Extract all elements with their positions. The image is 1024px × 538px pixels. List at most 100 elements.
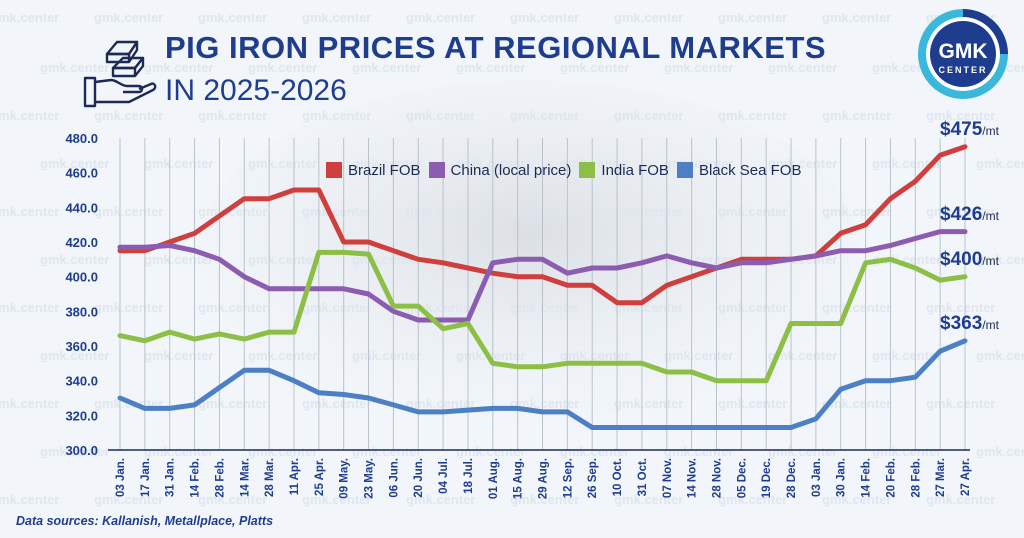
- watermark-text: gmk.center: [926, 396, 996, 411]
- series-line-china-local-price-: [117, 229, 968, 323]
- watermark-text: gmk.center: [560, 348, 630, 363]
- x-tick-label: 28 Feb.: [214, 458, 226, 498]
- x-tick-label: 12 Sep.: [562, 458, 574, 498]
- watermark-text: gmk.center: [926, 300, 996, 315]
- watermark-text: gmk.center: [302, 300, 372, 315]
- watermark-text: gmk.center: [456, 60, 526, 75]
- watermark-text: gmk.center: [872, 348, 942, 363]
- end-value-label: $426/mt: [940, 204, 999, 226]
- watermark-text: gmk.center: [456, 444, 526, 459]
- watermark-text: gmk.center: [510, 204, 580, 219]
- legend-label: Brazil FOB: [348, 161, 421, 179]
- x-tick-label: 29 Aug.: [538, 458, 550, 499]
- end-value-unit: /mt: [982, 123, 999, 138]
- watermark-text: gmk.center: [456, 252, 526, 267]
- watermark-text: gmk.center: [976, 348, 1024, 363]
- x-tick-label: 31 Jan.: [165, 458, 177, 497]
- series-line-black-sea-fob: [117, 338, 968, 430]
- watermark-text: gmk.center: [614, 492, 684, 507]
- legend-label: China (local price): [450, 161, 572, 179]
- chart-subtitle: IN 2025-2026: [165, 74, 347, 107]
- watermark-text: gmk.center: [0, 300, 60, 315]
- x-tick-label: 23 May.: [364, 458, 376, 499]
- watermark-text: gmk.center: [40, 60, 110, 75]
- y-tick-label: 300.0: [65, 443, 98, 458]
- watermark-text: gmk.center: [0, 492, 60, 507]
- x-tick-label: 03 Jan.: [115, 458, 127, 497]
- watermark-text: gmk.center: [144, 444, 214, 459]
- watermark-text: gmk.center: [352, 60, 422, 75]
- x-tick-label: 19 Dec.: [761, 458, 773, 498]
- watermark-text: gmk.center: [822, 300, 892, 315]
- series-line-brazil-fob: [117, 144, 968, 306]
- watermark-text: gmk.center: [406, 108, 476, 123]
- x-tick-label: 31 Oct.: [637, 458, 649, 496]
- x-tick-label: 14 Nov.: [687, 458, 699, 498]
- iron-ingot-hand-icon: [83, 36, 161, 110]
- watermark-text: gmk.center: [144, 348, 214, 363]
- x-tick-label: 28 Feb.: [910, 458, 922, 498]
- x-tick-label: 01 Aug.: [488, 458, 500, 499]
- x-tick-label: 18 Jul.: [463, 458, 475, 494]
- watermark-text: gmk.center: [198, 300, 268, 315]
- x-tick-label: 28 Mar.: [264, 458, 276, 497]
- watermark-text: gmk.center: [94, 204, 164, 219]
- watermark-text: gmk.center: [560, 252, 630, 267]
- y-tick-label: 400.0: [65, 270, 98, 285]
- chart-title: PIG IRON PRICES AT REGIONAL MARKETS: [165, 30, 827, 65]
- gmk-center-logo: GMK CENTER: [916, 7, 1010, 101]
- y-tick-label: 440.0: [65, 200, 98, 215]
- watermark-text: gmk.center: [822, 396, 892, 411]
- legend-label: India FOB: [601, 161, 669, 179]
- watermark-text: gmk.center: [248, 60, 318, 75]
- watermark-text: gmk.center: [718, 108, 788, 123]
- watermark-text: gmk.center: [822, 108, 892, 123]
- watermark-text: gmk.center: [718, 396, 788, 411]
- x-tick-label: 25 Apr.: [314, 458, 326, 496]
- watermark-text: gmk.center: [768, 156, 838, 171]
- watermark-text: gmk.center: [144, 156, 214, 171]
- legend-item: Brazil FOB: [326, 162, 421, 179]
- watermark-text: gmk.center: [718, 492, 788, 507]
- end-value-amount: $363: [940, 312, 983, 334]
- watermark-text: gmk.center: [456, 156, 526, 171]
- watermark-text: gmk.center: [352, 156, 422, 171]
- x-tick-label: 27 Mar.: [935, 458, 947, 497]
- x-tick-label: 10 Oct.: [612, 458, 624, 496]
- x-tick-label: 14 Feb.: [861, 458, 873, 498]
- watermark-text: gmk.center: [510, 108, 580, 123]
- x-tick-label: 15 Aug.: [513, 458, 525, 499]
- legend-swatch: [428, 162, 445, 178]
- end-value-label: $475/mt: [940, 119, 999, 141]
- watermark-text: gmk.center: [768, 348, 838, 363]
- watermark-text: gmk.center: [40, 156, 110, 171]
- watermark-text: gmk.center: [352, 444, 422, 459]
- watermark-text: gmk.center: [302, 492, 372, 507]
- watermark-text: gmk.center: [614, 396, 684, 411]
- end-value-unit: /mt: [982, 317, 999, 332]
- watermark-text: gmk.center: [560, 444, 630, 459]
- logo-text-sub: CENTER: [938, 65, 987, 75]
- watermark-text: gmk.center: [718, 204, 788, 219]
- legend-item: Black Sea FOB: [676, 162, 801, 179]
- x-tick-label: 28 Dec.: [786, 458, 798, 498]
- x-tick-label: 14 Feb.: [190, 458, 202, 498]
- watermark-text: gmk.center: [872, 252, 942, 267]
- x-tick-label: 03 Jan.: [811, 458, 823, 497]
- y-tick-label: 380.0: [65, 304, 98, 319]
- watermark-text: gmk.center: [510, 10, 580, 25]
- x-tick-label: 04 Jul.: [438, 458, 450, 494]
- y-tick-label: 340.0: [65, 374, 98, 389]
- chart-legend: Brazil FOB China (local price) India FOB Bl…: [326, 158, 809, 182]
- legend-item: China (local price): [428, 161, 572, 179]
- x-tick-label: 06 Jun.: [388, 458, 400, 498]
- watermark-text: gmk.center: [198, 10, 268, 25]
- watermark-text: gmk.center: [94, 108, 164, 123]
- watermark-text: gmk.center: [976, 252, 1024, 267]
- watermark-text: gmk.center: [302, 108, 372, 123]
- legend-swatch: [326, 162, 342, 178]
- x-tick-label: 20 Jun.: [413, 458, 425, 498]
- watermark-text: gmk.center: [768, 444, 838, 459]
